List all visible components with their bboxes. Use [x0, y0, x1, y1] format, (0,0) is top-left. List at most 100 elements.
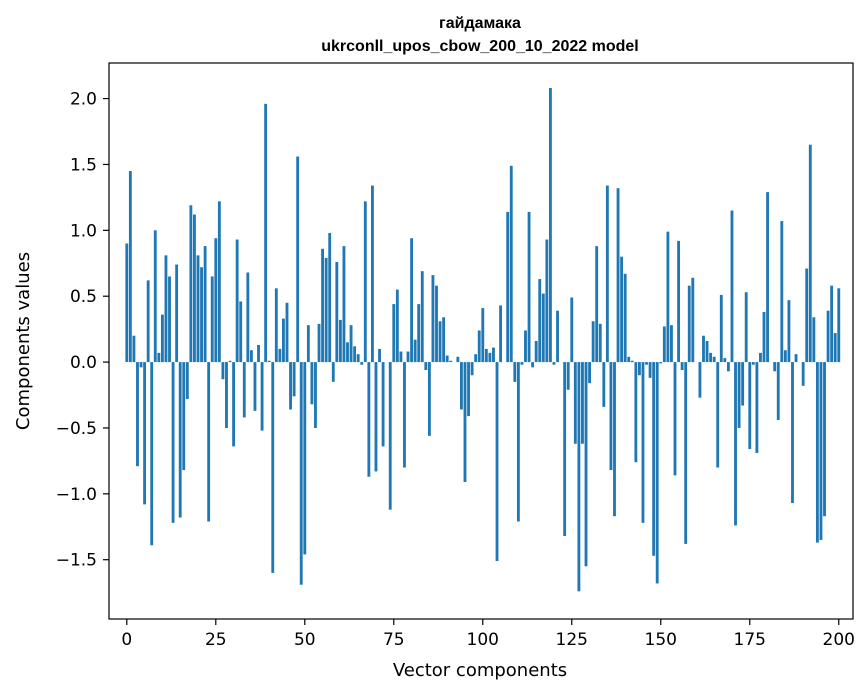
bar	[630, 360, 634, 363]
bar	[577, 362, 581, 592]
bar	[449, 360, 453, 363]
bar	[741, 362, 745, 406]
y-tick-label: −1.0	[56, 485, 97, 505]
bar	[388, 362, 392, 510]
bar	[484, 348, 488, 363]
bar	[570, 297, 574, 363]
bar	[442, 317, 446, 363]
bar	[783, 350, 787, 363]
bar	[335, 261, 339, 363]
bar	[541, 293, 545, 363]
bar	[331, 362, 335, 382]
x-tick-label: 75	[383, 630, 405, 650]
bar	[232, 362, 236, 447]
bar	[282, 318, 285, 363]
bar	[417, 304, 421, 363]
bar	[403, 362, 406, 468]
bar	[524, 330, 527, 363]
bar	[178, 362, 182, 518]
x-tick-label: 50	[294, 630, 316, 650]
bar	[488, 352, 492, 363]
bar	[303, 362, 307, 555]
bar	[203, 246, 207, 363]
bar	[317, 323, 321, 363]
bar	[438, 321, 442, 363]
bar	[833, 333, 837, 363]
bar	[182, 362, 186, 471]
bar	[225, 362, 228, 428]
bar	[467, 362, 470, 417]
bar	[239, 301, 243, 363]
bar	[175, 264, 179, 363]
bar	[477, 330, 481, 363]
bar	[143, 362, 147, 505]
bar	[513, 362, 517, 382]
y-tick-label: 0.5	[70, 287, 97, 307]
bar	[581, 362, 584, 444]
bar	[563, 362, 567, 536]
x-tick-label: 150	[645, 630, 677, 650]
x-tick-label: 125	[556, 630, 588, 650]
bar	[185, 362, 189, 399]
x-tick-label: 200	[823, 630, 855, 650]
bar	[687, 285, 691, 363]
bar	[794, 354, 798, 363]
bar	[791, 362, 794, 504]
bar	[146, 280, 150, 363]
bar	[744, 292, 748, 363]
bar	[378, 348, 381, 363]
bar	[680, 362, 684, 370]
bar	[662, 326, 666, 363]
bar	[652, 362, 656, 556]
bar	[609, 362, 613, 471]
bar	[605, 185, 609, 363]
bar	[734, 362, 737, 526]
bar	[812, 317, 816, 363]
bars-group	[125, 88, 841, 592]
bar	[342, 246, 346, 363]
bar	[823, 362, 826, 517]
bar	[556, 310, 559, 363]
bar	[481, 308, 485, 363]
bar	[363, 201, 367, 363]
bar	[278, 348, 282, 363]
bar	[545, 239, 549, 363]
bar	[271, 362, 275, 573]
bar	[371, 185, 374, 363]
bar	[257, 344, 260, 363]
bar	[193, 214, 196, 363]
bar	[228, 360, 232, 363]
bar	[125, 243, 129, 363]
bar	[730, 210, 734, 363]
bar	[160, 314, 164, 363]
bar	[627, 356, 631, 363]
bar	[264, 103, 268, 363]
chart-title: гайдамака	[439, 15, 521, 32]
bar	[314, 362, 317, 428]
bar	[719, 294, 723, 363]
bar	[677, 240, 680, 363]
bar	[641, 362, 645, 523]
bar	[139, 362, 143, 368]
y-tick-label: 1.0	[70, 221, 97, 241]
bar	[776, 362, 780, 421]
bar	[392, 304, 396, 363]
bar	[737, 362, 741, 428]
bar	[766, 192, 769, 363]
bar	[673, 362, 677, 476]
bar	[623, 273, 627, 363]
bar	[748, 362, 752, 450]
bar	[196, 255, 200, 363]
bar	[837, 288, 841, 363]
bar	[759, 352, 762, 363]
y-axis-label: Components values	[13, 252, 34, 430]
bar	[691, 277, 695, 363]
bar	[285, 302, 289, 363]
bar	[602, 362, 606, 407]
x-tick-label: 25	[205, 630, 227, 650]
x-tick-label: 0	[121, 630, 132, 650]
bar	[520, 362, 524, 365]
y-tick-label: 1.5	[70, 155, 97, 175]
chart-subtitle: ukrconll_upos_cbow_200_10_2022 model	[321, 38, 638, 55]
bar	[499, 305, 503, 363]
